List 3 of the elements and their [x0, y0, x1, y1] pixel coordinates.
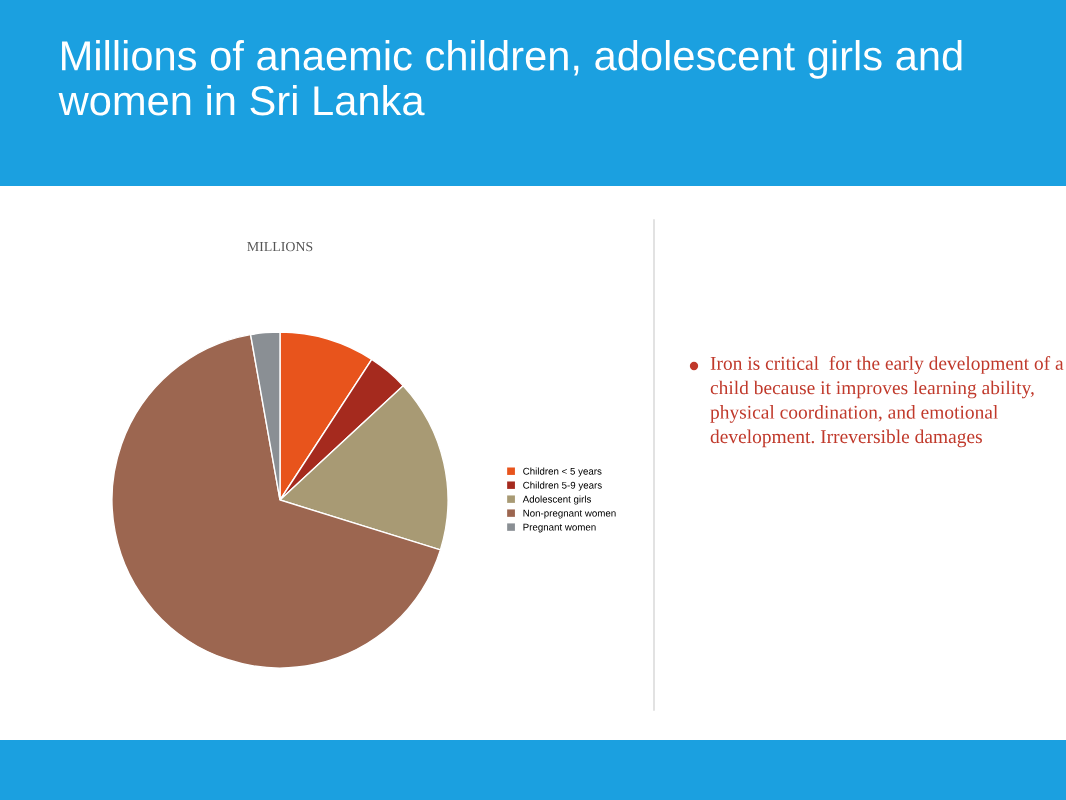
pie-slice	[111, 333, 442, 669]
chart-title: Millions of anaemic children, adolescent girls and women in Sri Lanka	[58, 40, 962, 116]
text: Iron is critical for the early development of a child because it improves learning ability, physical coordination, and emotional development. Irreversible damages	[710, 356, 1064, 448]
